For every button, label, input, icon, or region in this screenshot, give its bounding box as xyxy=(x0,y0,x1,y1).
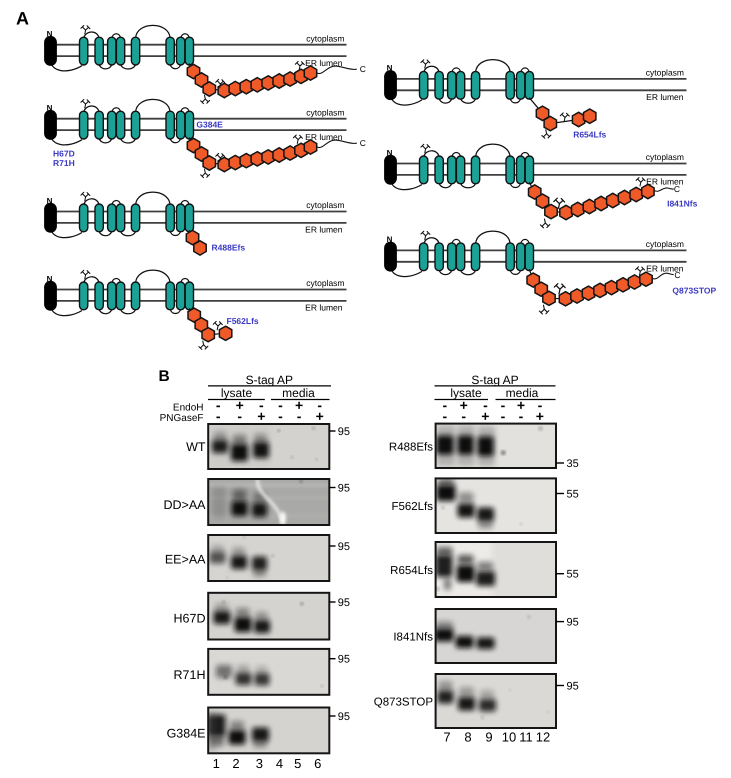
svg-text:4: 4 xyxy=(276,756,283,771)
svg-text:35: 35 xyxy=(567,458,579,470)
svg-text:G384E: G384E xyxy=(196,120,223,130)
svg-text:-: - xyxy=(442,397,447,413)
svg-text:lysate: lysate xyxy=(221,386,253,400)
svg-text:C: C xyxy=(360,64,366,74)
svg-text:-: - xyxy=(237,408,242,424)
svg-text:H67D: H67D xyxy=(53,149,75,159)
svg-text:-: - xyxy=(519,408,524,424)
svg-text:ER lumen: ER lumen xyxy=(646,177,684,187)
svg-text:PNGaseF: PNGaseF xyxy=(160,413,204,424)
svg-text:H67D: H67D xyxy=(174,612,206,626)
svg-text:2: 2 xyxy=(232,756,239,771)
svg-text:cytoplasm: cytoplasm xyxy=(306,200,344,210)
svg-text:9: 9 xyxy=(485,729,492,744)
svg-text:EndoH: EndoH xyxy=(173,402,204,413)
svg-text:cytoplasm: cytoplasm xyxy=(306,278,344,288)
svg-text:C: C xyxy=(360,138,366,148)
svg-text:I841Nfs: I841Nfs xyxy=(393,632,433,644)
svg-text:Q873STOP: Q873STOP xyxy=(672,285,716,295)
svg-text:R71H: R71H xyxy=(53,158,75,168)
svg-text:media: media xyxy=(506,386,539,400)
svg-text:+: + xyxy=(257,408,265,424)
svg-text:ER lumen: ER lumen xyxy=(305,58,343,68)
svg-text:WT: WT xyxy=(186,440,206,454)
svg-text:95: 95 xyxy=(338,541,350,553)
svg-text:95: 95 xyxy=(338,483,350,495)
svg-text:+: + xyxy=(316,408,324,424)
svg-text:Q873STOP: Q873STOP xyxy=(374,697,434,709)
svg-text:5: 5 xyxy=(294,756,301,771)
svg-text:11: 11 xyxy=(519,729,533,744)
svg-text:R71H: R71H xyxy=(174,668,206,682)
svg-text:F562Lfs: F562Lfs xyxy=(391,501,433,513)
svg-text:-: - xyxy=(501,408,506,424)
svg-text:+: + xyxy=(295,397,303,413)
svg-text:10: 10 xyxy=(502,729,516,744)
svg-text:S-tag AP: S-tag AP xyxy=(471,373,518,387)
svg-text:-: - xyxy=(317,397,322,413)
svg-text:+: + xyxy=(236,397,244,413)
svg-text:8: 8 xyxy=(464,729,471,744)
svg-text:S-tag AP: S-tag AP xyxy=(246,373,293,387)
svg-text:lysate: lysate xyxy=(450,386,482,400)
svg-text:-: - xyxy=(442,408,447,424)
svg-text:-: - xyxy=(259,397,264,413)
svg-text:95: 95 xyxy=(567,617,579,629)
svg-text:+: + xyxy=(517,397,525,413)
svg-text:R654Lfs: R654Lfs xyxy=(390,565,433,577)
svg-text:7: 7 xyxy=(443,729,450,744)
svg-text:-: - xyxy=(461,408,466,424)
svg-text:ER lumen: ER lumen xyxy=(305,132,343,142)
svg-text:G384E: G384E xyxy=(167,726,206,740)
svg-text:-: - xyxy=(501,397,506,413)
svg-text:EE>AA: EE>AA xyxy=(165,553,206,567)
svg-text:6: 6 xyxy=(314,756,321,771)
svg-text:1: 1 xyxy=(213,756,220,771)
svg-text:DD>AA: DD>AA xyxy=(163,498,206,512)
svg-text:95: 95 xyxy=(338,711,350,723)
svg-text:95: 95 xyxy=(567,681,579,693)
svg-text:-: - xyxy=(297,408,302,424)
svg-text:55: 55 xyxy=(567,489,579,501)
svg-text:95: 95 xyxy=(338,597,350,609)
svg-text:media: media xyxy=(282,386,315,400)
svg-text:cytoplasm: cytoplasm xyxy=(646,68,684,78)
svg-text:B: B xyxy=(159,368,170,385)
svg-text:R654Lfs: R654Lfs xyxy=(573,130,606,140)
svg-text:+: + xyxy=(460,397,468,413)
svg-text:F562Lfs: F562Lfs xyxy=(227,316,259,326)
svg-text:C: C xyxy=(674,184,680,194)
svg-text:cytoplasm: cytoplasm xyxy=(306,33,344,43)
svg-text:cytoplasm: cytoplasm xyxy=(646,239,684,249)
svg-text:ER lumen: ER lumen xyxy=(646,92,684,102)
svg-text:12: 12 xyxy=(536,729,550,744)
svg-text:cytoplasm: cytoplasm xyxy=(306,107,344,117)
svg-text:A: A xyxy=(16,9,29,29)
svg-text:-: - xyxy=(216,408,221,424)
svg-text:+: + xyxy=(536,408,544,424)
svg-text:+: + xyxy=(481,408,489,424)
svg-text:95: 95 xyxy=(338,426,350,438)
svg-text:ER lumen: ER lumen xyxy=(305,303,343,313)
svg-text:R488Efs: R488Efs xyxy=(389,441,433,453)
svg-text:3: 3 xyxy=(256,756,263,771)
svg-text:-: - xyxy=(278,408,283,424)
svg-text:-: - xyxy=(278,397,283,413)
svg-text:55: 55 xyxy=(567,569,579,581)
svg-text:cytoplasm: cytoplasm xyxy=(646,152,684,162)
svg-text:C: C xyxy=(674,270,680,280)
svg-text:R488Efs: R488Efs xyxy=(212,242,246,252)
svg-text:-: - xyxy=(216,397,221,413)
svg-text:-: - xyxy=(538,397,543,413)
svg-text:I841Nfs: I841Nfs xyxy=(667,198,698,208)
svg-text:ER lumen: ER lumen xyxy=(305,225,343,235)
svg-text:ER lumen: ER lumen xyxy=(646,264,684,274)
svg-text:-: - xyxy=(483,397,488,413)
svg-text:95: 95 xyxy=(338,654,350,666)
